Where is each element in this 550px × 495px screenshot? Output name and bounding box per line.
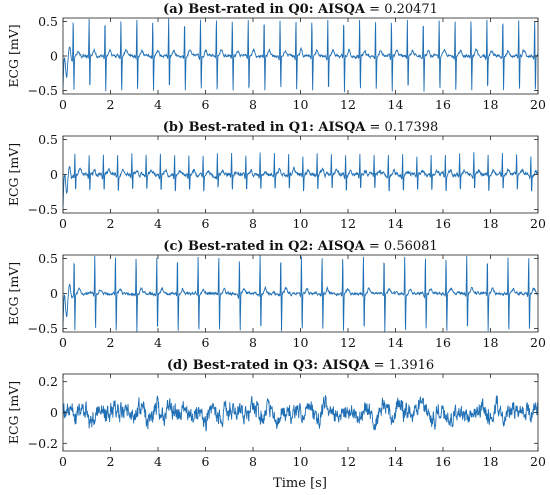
x-tick-label: 18 xyxy=(483,97,499,112)
x-axis-label: Time [s] xyxy=(273,476,327,491)
chart-title-value: = 0.20471 xyxy=(365,2,438,17)
x-tick-label: 16 xyxy=(435,97,451,112)
x-tick-label: 14 xyxy=(388,454,404,469)
x-tick-label: 0 xyxy=(59,454,67,469)
x-tick-label: 10 xyxy=(293,335,309,350)
x-tick-label: 0 xyxy=(59,216,67,231)
x-tick-label: 6 xyxy=(202,454,210,469)
x-tick-label: 12 xyxy=(340,97,356,112)
chart-title: (c) Best-rated in Q2: AISQA = 0.56081 xyxy=(163,239,437,254)
x-tick-label: 0 xyxy=(59,97,67,112)
x-tick-label: 8 xyxy=(249,97,257,112)
x-tick-label: 6 xyxy=(202,335,210,350)
y-tick-label: 0.2 xyxy=(38,374,58,389)
chart-title-bold: (a) Best-rated in Q0: AISQA xyxy=(163,2,366,17)
chart-title: (b) Best-rated in Q1: AISQA = 0.17398 xyxy=(163,120,439,135)
ecg-series-line xyxy=(63,152,538,208)
x-tick-label: 2 xyxy=(107,335,115,350)
x-tick-label: 16 xyxy=(435,454,451,469)
x-tick-label: 8 xyxy=(249,216,257,231)
x-tick-label: 2 xyxy=(107,216,115,231)
chart-title-value: = 0.17398 xyxy=(365,120,438,135)
y-axis-label: ECG [mV] xyxy=(6,262,21,325)
x-tick-label: 12 xyxy=(340,454,356,469)
x-tick-label: 6 xyxy=(202,216,210,231)
y-tick-label: 0.5 xyxy=(38,251,58,266)
ecg-series-line xyxy=(63,395,538,432)
y-tick-label: −0.2 xyxy=(28,436,58,451)
y-tick-label: 0 xyxy=(50,167,58,182)
x-tick-label: 18 xyxy=(483,335,499,350)
chart-title-value: = 1.3916 xyxy=(369,358,434,373)
y-axis-label: ECG [mV] xyxy=(6,381,21,444)
y-axis-label: ECG [mV] xyxy=(6,24,21,87)
y-tick-label: 0 xyxy=(50,49,58,64)
y-tick-label: 0.5 xyxy=(38,14,58,29)
ecg-series-line xyxy=(63,255,538,332)
x-tick-label: 20 xyxy=(530,335,546,350)
chart-title-bold: (d) Best-rated in Q3: AISQA xyxy=(167,358,371,373)
y-tick-label: −0.5 xyxy=(28,321,58,336)
x-tick-label: 4 xyxy=(154,454,162,469)
x-tick-label: 10 xyxy=(293,454,309,469)
x-tick-label: 18 xyxy=(483,216,499,231)
y-axis-label: ECG [mV] xyxy=(6,143,21,206)
x-tick-label: 8 xyxy=(249,454,257,469)
y-tick-label: −0.5 xyxy=(28,83,58,98)
x-tick-label: 12 xyxy=(340,335,356,350)
x-tick-label: 4 xyxy=(154,97,162,112)
x-tick-label: 8 xyxy=(249,335,257,350)
x-tick-label: 14 xyxy=(388,97,404,112)
x-tick-label: 10 xyxy=(293,97,309,112)
chart-title-value: = 0.56081 xyxy=(365,239,438,254)
x-tick-label: 10 xyxy=(293,216,309,231)
x-tick-label: 12 xyxy=(340,216,356,231)
chart-title: (d) Best-rated in Q3: AISQA = 1.3916 xyxy=(167,358,434,373)
x-tick-label: 16 xyxy=(435,335,451,350)
chart-title: (a) Best-rated in Q0: AISQA = 0.20471 xyxy=(163,2,438,17)
x-tick-label: 20 xyxy=(530,216,546,231)
chart-title-bold: (c) Best-rated in Q2: AISQA xyxy=(163,239,365,254)
x-tick-label: 20 xyxy=(530,97,546,112)
chart-title-bold: (b) Best-rated in Q1: AISQA xyxy=(163,120,367,135)
x-tick-label: 14 xyxy=(388,335,404,350)
y-tick-label: 0 xyxy=(50,405,58,420)
x-tick-label: 2 xyxy=(107,97,115,112)
x-tick-label: 2 xyxy=(107,454,115,469)
ecg-series-line xyxy=(63,18,538,93)
x-tick-label: 6 xyxy=(202,97,210,112)
x-tick-label: 16 xyxy=(435,216,451,231)
x-tick-label: 4 xyxy=(154,216,162,231)
y-tick-label: 0 xyxy=(50,286,58,301)
x-tick-label: 4 xyxy=(154,335,162,350)
x-tick-label: 0 xyxy=(59,335,67,350)
x-tick-label: 18 xyxy=(483,454,499,469)
y-tick-label: 0.5 xyxy=(38,132,58,147)
y-tick-label: −0.5 xyxy=(28,202,58,217)
x-tick-label: 14 xyxy=(388,216,404,231)
x-tick-label: 20 xyxy=(530,454,546,469)
